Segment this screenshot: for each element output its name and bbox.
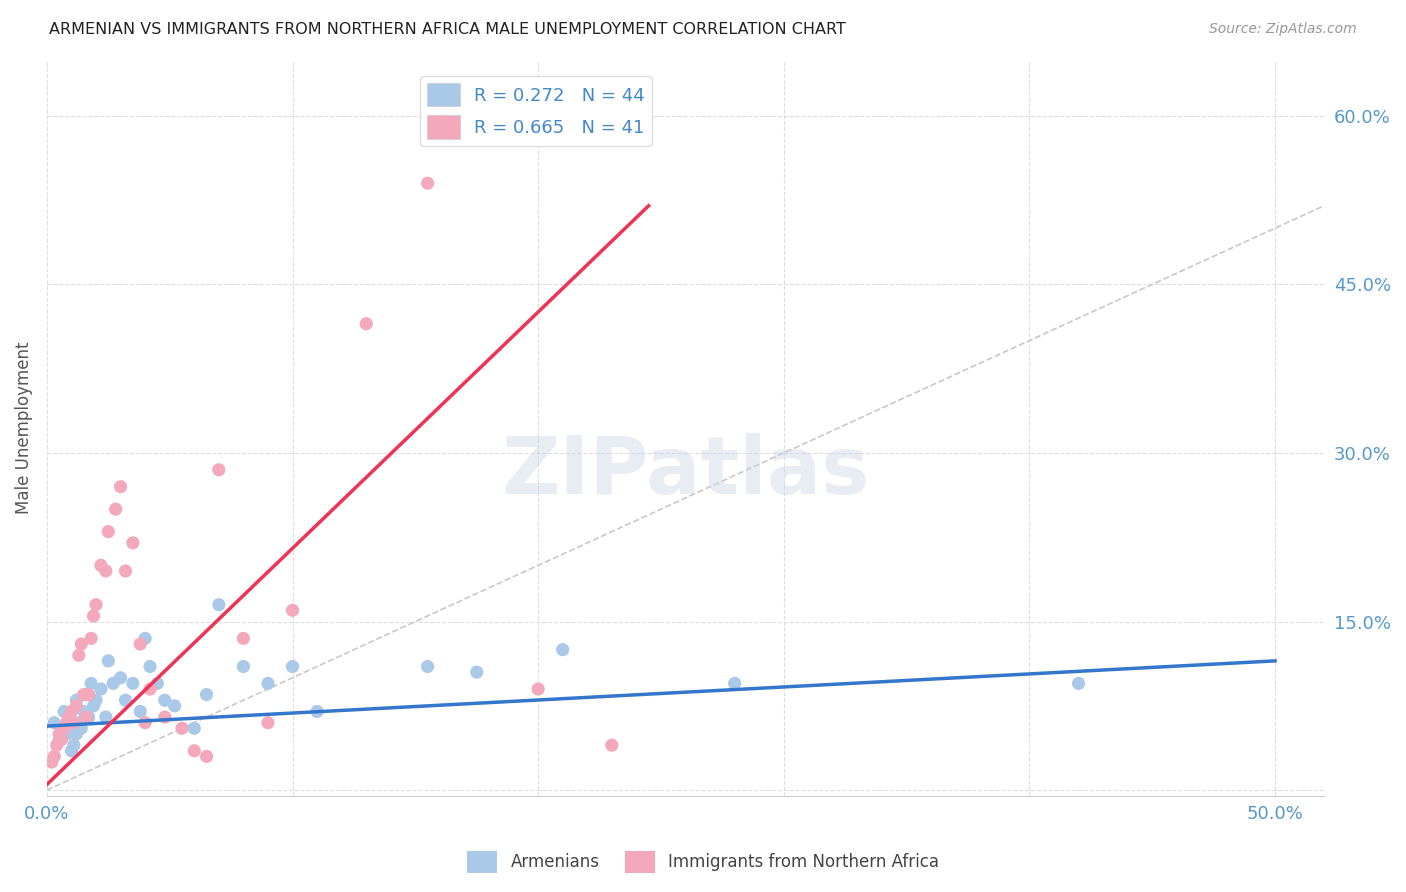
Point	[307, 705, 329, 719]
Point	[73, 705, 96, 719]
Point	[110, 671, 132, 685]
Point	[60, 715, 83, 730]
Point	[94, 710, 117, 724]
Point	[83, 609, 105, 624]
Point	[84, 598, 107, 612]
Point	[55, 715, 77, 730]
Point	[90, 681, 112, 696]
Point	[139, 681, 162, 696]
Point	[1067, 676, 1090, 690]
Text: Source: ZipAtlas.com: Source: ZipAtlas.com	[1209, 22, 1357, 37]
Point	[58, 710, 80, 724]
Point	[94, 564, 117, 578]
Point	[65, 698, 87, 713]
Point	[257, 715, 280, 730]
Point	[129, 705, 152, 719]
Point	[153, 710, 176, 724]
Point	[195, 688, 218, 702]
Point	[281, 659, 304, 673]
Point	[44, 715, 66, 730]
Point	[53, 722, 76, 736]
Point	[103, 676, 125, 690]
Point	[97, 654, 120, 668]
Point	[70, 637, 93, 651]
Y-axis label: Male Unemployment: Male Unemployment	[15, 342, 32, 514]
Point	[65, 693, 87, 707]
Point	[281, 603, 304, 617]
Text: ZIPatlas: ZIPatlas	[502, 433, 870, 511]
Point	[121, 676, 143, 690]
Point	[97, 524, 120, 539]
Point	[208, 463, 231, 477]
Point	[195, 749, 218, 764]
Point	[416, 176, 439, 190]
Point	[170, 722, 193, 736]
Point	[724, 676, 747, 690]
Point	[416, 659, 439, 673]
Point	[163, 698, 186, 713]
Point	[600, 738, 623, 752]
Point	[134, 715, 156, 730]
Point	[41, 755, 63, 769]
Point	[48, 727, 70, 741]
Point	[114, 564, 136, 578]
Point	[110, 480, 132, 494]
Point	[465, 665, 488, 680]
Point	[139, 659, 162, 673]
Point	[75, 688, 97, 702]
Point	[45, 738, 67, 752]
Point	[63, 715, 86, 730]
Point	[527, 681, 550, 696]
Point	[48, 732, 70, 747]
Point	[58, 710, 80, 724]
Point	[67, 715, 90, 730]
Point	[44, 749, 66, 764]
Point	[63, 738, 86, 752]
Point	[51, 732, 73, 747]
Legend: Armenians, Immigrants from Northern Africa: Armenians, Immigrants from Northern Afri…	[461, 845, 945, 880]
Point	[77, 710, 100, 724]
Point	[257, 676, 280, 690]
Point	[80, 632, 103, 646]
Point	[75, 710, 97, 724]
Point	[183, 744, 205, 758]
Point	[551, 642, 574, 657]
Point	[232, 632, 254, 646]
Point	[84, 693, 107, 707]
Point	[183, 722, 205, 736]
Point	[83, 698, 105, 713]
Point	[55, 727, 77, 741]
Point	[121, 536, 143, 550]
Point	[60, 744, 83, 758]
Point	[60, 705, 83, 719]
Point	[51, 722, 73, 736]
Point	[80, 676, 103, 690]
Point	[146, 676, 169, 690]
Point	[114, 693, 136, 707]
Point	[67, 648, 90, 663]
Point	[65, 727, 87, 741]
Point	[104, 502, 127, 516]
Point	[77, 688, 100, 702]
Point	[73, 688, 96, 702]
Point	[70, 722, 93, 736]
Legend: R = 0.272   N = 44, R = 0.665   N = 41: R = 0.272 N = 44, R = 0.665 N = 41	[420, 76, 652, 146]
Point	[153, 693, 176, 707]
Point	[208, 598, 231, 612]
Point	[134, 632, 156, 646]
Point	[354, 317, 377, 331]
Point	[232, 659, 254, 673]
Point	[90, 558, 112, 573]
Text: ARMENIAN VS IMMIGRANTS FROM NORTHERN AFRICA MALE UNEMPLOYMENT CORRELATION CHART: ARMENIAN VS IMMIGRANTS FROM NORTHERN AFR…	[49, 22, 846, 37]
Point	[129, 637, 152, 651]
Point	[53, 705, 76, 719]
